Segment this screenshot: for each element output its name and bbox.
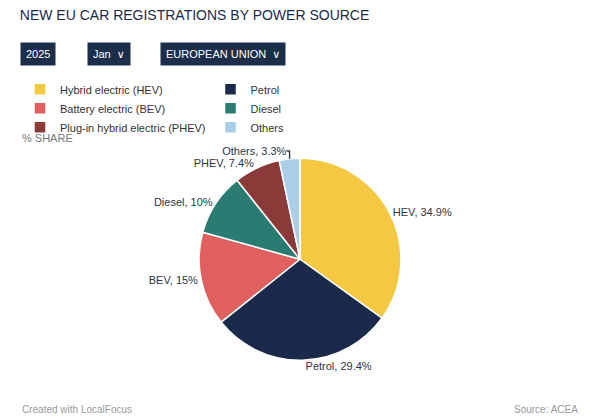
svg-text:% SHARE: % SHARE [22,132,73,144]
svg-text:2025: 2025 [26,48,50,60]
svg-text:PHEV, 7.4%: PHEV, 7.4% [194,157,254,169]
svg-text:Diesel, 10%: Diesel, 10% [154,196,213,208]
svg-text:Battery electric (BEV): Battery electric (BEV) [60,103,165,115]
svg-text:NEW EU CAR REGISTRATIONS BY PO: NEW EU CAR REGISTRATIONS BY POWER SOURCE [20,7,370,23]
svg-text:Source: ACEA: Source: ACEA [514,404,578,415]
svg-text:BEV, 15%: BEV, 15% [149,274,198,286]
svg-text:Plug-in hybrid electric (PHEV): Plug-in hybrid electric (PHEV) [60,122,206,134]
svg-text:HEV, 34.9%: HEV, 34.9% [393,206,452,218]
svg-text:Created with LocalFocus: Created with LocalFocus [22,404,132,415]
svg-text:Jan ∨: Jan ∨ [93,48,125,60]
svg-text:Hybrid electric (HEV): Hybrid electric (HEV) [60,84,163,96]
svg-text:Others: Others [251,122,285,134]
svg-text:Petrol, 29.4%: Petrol, 29.4% [306,360,372,372]
svg-text:Petrol: Petrol [251,84,280,96]
svg-text:EUROPEAN UNION ∨: EUROPEAN UNION ∨ [166,48,280,60]
svg-text:Diesel: Diesel [251,103,282,115]
svg-text:Others, 3.3%: Others, 3.3% [222,145,286,157]
